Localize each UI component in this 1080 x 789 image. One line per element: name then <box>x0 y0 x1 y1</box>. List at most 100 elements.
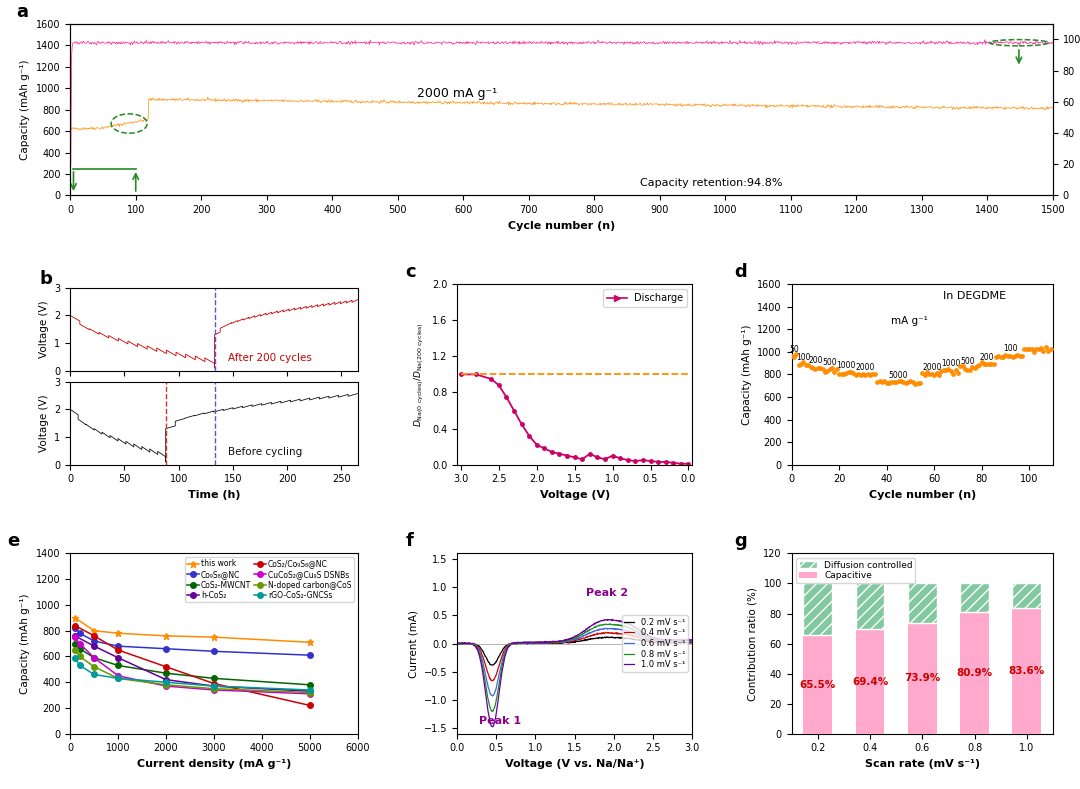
Point <box>961 364 978 376</box>
Point <box>935 364 953 376</box>
Point <box>862 368 879 381</box>
N-doped carbon@CoS <box>73 652 86 661</box>
Text: b: b <box>40 270 53 288</box>
Point <box>868 376 886 388</box>
Legend: 0.2 mV s⁻¹, 0.4 mV s⁻¹, 0.6 mV s⁻¹, 0.8 mV s⁻¹, 1.0 mV s⁻¹: 0.2 mV s⁻¹, 0.4 mV s⁻¹, 0.6 mV s⁻¹, 0.8 … <box>622 615 688 672</box>
Point <box>783 350 800 362</box>
h-CoS₂ <box>303 686 316 696</box>
Point <box>1023 343 1040 356</box>
Text: 80.9%: 80.9% <box>957 668 993 678</box>
0.2 mV s⁻¹ <box>629 635 642 645</box>
Bar <box>960 583 989 612</box>
1.0 mV s⁻¹ <box>608 615 621 625</box>
Point <box>793 358 810 371</box>
0.8 mV s⁻¹ <box>512 638 525 648</box>
Line: 0.4 mV s⁻¹: 0.4 mV s⁻¹ <box>457 632 692 681</box>
0.4 mV s⁻¹ <box>492 661 505 671</box>
0.6 mV s⁻¹ <box>629 629 642 638</box>
Text: 500: 500 <box>960 357 975 366</box>
N-doped carbon@CoS <box>207 684 220 694</box>
Co₉S₈@NC <box>160 644 173 653</box>
Y-axis label: Current (mA): Current (mA) <box>408 610 418 678</box>
Text: 2000: 2000 <box>855 363 875 372</box>
Bar <box>1012 583 1041 608</box>
1.0 mV s⁻¹ <box>492 689 505 698</box>
Point <box>1028 342 1045 355</box>
Point <box>882 376 900 388</box>
this work <box>68 613 81 623</box>
Point <box>973 356 990 368</box>
Point <box>1035 344 1052 357</box>
Point <box>795 356 812 368</box>
Y-axis label: Capacity (mAh g⁻¹): Capacity (mAh g⁻¹) <box>742 324 752 424</box>
Line: 1.0 mV s⁻¹: 1.0 mV s⁻¹ <box>457 619 692 727</box>
Point <box>1004 350 1022 363</box>
Point <box>971 359 988 372</box>
CuCoS₂@Cu₉S DSNBs <box>111 671 124 681</box>
0.2 mV s⁻¹ <box>557 638 570 647</box>
Point <box>876 374 893 387</box>
Y-axis label: Capacity (mAh g⁻¹): Capacity (mAh g⁻¹) <box>21 59 30 160</box>
Legend: Discharge: Discharge <box>604 289 688 307</box>
Point <box>847 368 864 381</box>
Text: mA g⁻¹: mA g⁻¹ <box>891 316 928 326</box>
CoS₂-MWCNT <box>207 674 220 683</box>
X-axis label: Voltage (V): Voltage (V) <box>540 490 610 500</box>
Point <box>854 367 872 380</box>
h-CoS₂ <box>68 631 81 641</box>
Y-axis label: Capacity (mAh g⁻¹): Capacity (mAh g⁻¹) <box>21 593 30 694</box>
Point <box>811 361 828 374</box>
X-axis label: Time (h): Time (h) <box>188 490 240 500</box>
Line: CoS₂-MWCNT: CoS₂-MWCNT <box>72 641 312 687</box>
0.2 mV s⁻¹ <box>512 639 525 649</box>
Point <box>833 368 850 380</box>
1.0 mV s⁻¹ <box>686 635 699 645</box>
Point <box>993 350 1010 363</box>
CoS₂-MWCNT <box>303 680 316 690</box>
X-axis label: Cycle number (n): Cycle number (n) <box>508 221 616 230</box>
0.8 mV s⁻¹ <box>590 623 603 632</box>
Bar <box>908 623 936 734</box>
Point <box>807 363 824 376</box>
Bar <box>908 583 936 623</box>
Point <box>874 376 891 389</box>
0.6 mV s⁻¹ <box>557 638 570 647</box>
Point <box>890 375 907 387</box>
this work <box>303 638 316 647</box>
this work <box>87 626 100 635</box>
0.8 mV s⁻¹ <box>629 626 642 635</box>
Point <box>1032 342 1050 355</box>
Point <box>1009 349 1026 361</box>
X-axis label: Current density (mA g⁻¹): Current density (mA g⁻¹) <box>137 759 292 769</box>
Text: Peak 2: Peak 2 <box>586 588 629 597</box>
0.4 mV s⁻¹ <box>557 638 570 647</box>
Point <box>878 376 895 389</box>
Point <box>951 360 969 372</box>
Point <box>1013 350 1030 363</box>
this work <box>207 633 220 642</box>
0.8 mV s⁻¹ <box>450 639 463 649</box>
0.2 mV s⁻¹ <box>600 632 613 641</box>
Point <box>926 368 943 381</box>
Line: h-CoS₂: h-CoS₂ <box>72 633 312 694</box>
Point <box>914 367 931 380</box>
0.2 mV s⁻¹ <box>608 633 621 642</box>
Point <box>902 375 919 387</box>
X-axis label: Cycle number (n): Cycle number (n) <box>868 490 976 500</box>
Co₉S₈@NC <box>73 629 86 638</box>
CoS₂/Co₉S₈@NC <box>303 701 316 710</box>
0.8 mV s⁻¹ <box>492 679 505 689</box>
Point <box>838 367 855 380</box>
Text: 73.9%: 73.9% <box>904 673 941 683</box>
Point <box>937 365 955 377</box>
0.4 mV s⁻¹ <box>686 637 699 646</box>
Point <box>999 350 1016 363</box>
Point <box>814 363 832 376</box>
Point <box>835 368 852 380</box>
N-doped carbon@CoS <box>87 662 100 671</box>
Point <box>1007 350 1024 363</box>
Point <box>799 359 816 372</box>
0.8 mV s⁻¹ <box>608 619 621 629</box>
Text: Before cycling: Before cycling <box>228 447 301 457</box>
h-CoS₂ <box>207 682 220 691</box>
